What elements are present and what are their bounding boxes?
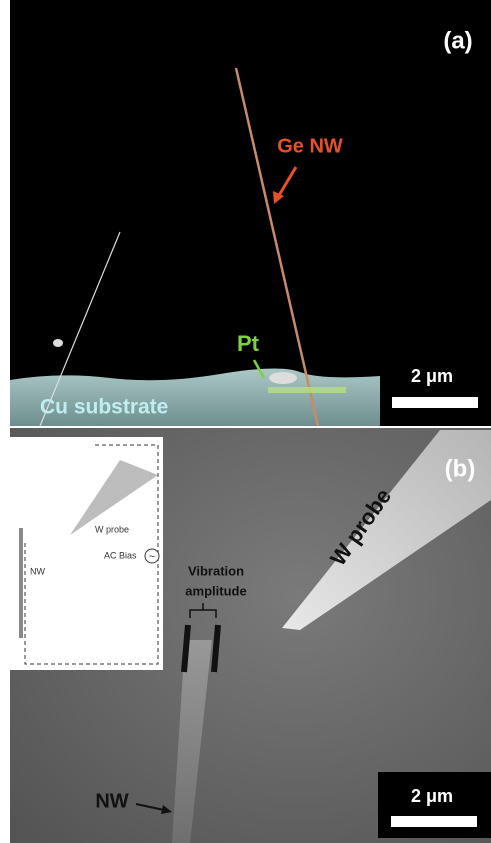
scale-bar [391, 816, 477, 827]
inset-nanowire [19, 528, 23, 638]
inset-bias-label: AC Bias [104, 550, 137, 560]
vibration-marker [184, 625, 188, 672]
panel-label: (a) [443, 27, 472, 54]
scale-bar-label: 2 μm [411, 786, 453, 806]
vibration-marker [214, 625, 218, 672]
ge-nw-label: Ge NW [277, 135, 343, 157]
substrate-label: Cu substrate [40, 396, 168, 419]
inset: W probe AC Bias ~ NW [10, 437, 163, 670]
inset-probe-label: W probe [95, 524, 129, 534]
vibration-label: Vibration [188, 563, 244, 578]
scale-bar [392, 397, 478, 408]
panel-b: W probe Vibration amplitude NW 2 μm (b) … [10, 428, 491, 843]
panel-label: (b) [445, 455, 476, 482]
pt-label: Pt [237, 331, 260, 356]
pt-deposit-blob [269, 372, 297, 384]
ac-source-symbol: ~ [149, 551, 155, 563]
nw-label: NW [95, 790, 128, 812]
pt-deposit [268, 387, 346, 393]
panel-a: Ge NW Pt Cu substrate 2 μm (a) [10, 0, 491, 426]
particle [53, 339, 63, 347]
vibration-label: amplitude [185, 583, 246, 598]
scale-bar-label: 2 μm [411, 366, 453, 386]
inset-nw-label: NW [30, 566, 45, 576]
figure: Ge NW Pt Cu substrate 2 μm (a) W probe V… [0, 0, 491, 843]
page: Ge NW Pt Cu substrate 2 μm (a) W probe V… [0, 0, 491, 843]
